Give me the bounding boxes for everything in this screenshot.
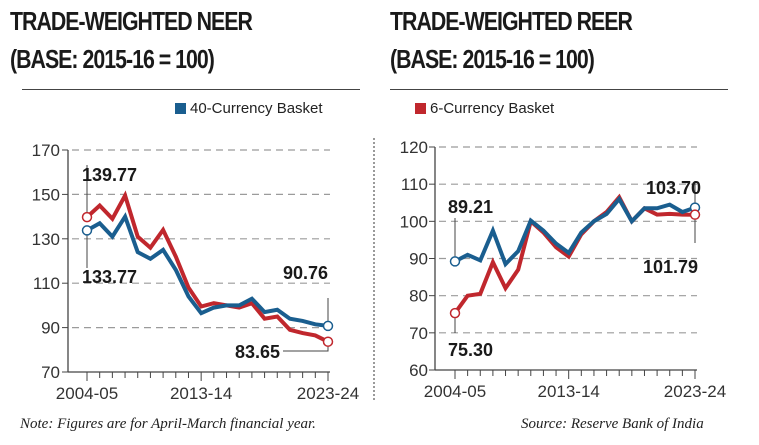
right-chart-title: TRADE-WEIGHTED REER <box>390 6 633 36</box>
neer-chart: 170 150 130 110 90 70 2004-05 2013-14 2023-24 139… <box>32 141 360 403</box>
y-tick-label: 100 <box>400 212 428 231</box>
left-chart-subtitle: (BASE: 2015-16 = 100) <box>10 44 215 74</box>
data-label: 101.79 <box>643 257 698 277</box>
y-tick-label: 170 <box>32 141 60 160</box>
endpoint-marker <box>449 256 461 267</box>
y-tick-label: 150 <box>32 185 60 204</box>
endpoint-marker <box>81 225 93 236</box>
y-tick-label: 90 <box>41 319 60 338</box>
endpoint-marker <box>449 307 461 319</box>
y-tick-label: 70 <box>409 324 428 343</box>
y-tick-label: 90 <box>409 250 428 269</box>
endpoint-marker <box>322 320 334 332</box>
legend-swatch-40-currency <box>175 103 186 114</box>
data-label: 89.21 <box>448 197 493 217</box>
y-tick-label: 80 <box>409 287 428 306</box>
left-title-rule <box>22 89 360 90</box>
series-line-40-currency-basket <box>454 195 696 268</box>
data-label: 83.65 <box>235 342 280 362</box>
left-legend: 40-Currency Basket <box>175 100 323 117</box>
right-chart-subtitle: (BASE: 2015-16 = 100) <box>390 44 595 74</box>
y-tick-label: 130 <box>32 230 60 249</box>
source-note: Source: Reserve Bank of India <box>521 416 704 432</box>
right-legend: 6-Currency Basket <box>415 100 554 117</box>
legend-label-6-currency: 6-Currency Basket <box>430 100 555 117</box>
series-line-6-currency-basket <box>85 190 329 344</box>
left-chart-title: TRADE-WEIGHTED NEER <box>10 6 253 36</box>
y-tick-label: 110 <box>33 274 60 293</box>
data-label: 103.70 <box>646 178 701 198</box>
y-tick-label: 70 <box>41 363 60 382</box>
x-tick-label: 2004-05 <box>424 382 486 401</box>
data-label: 139.77 <box>82 165 137 185</box>
endpoint-marker <box>689 209 701 220</box>
panel-divider <box>373 138 375 400</box>
annotation-leader <box>283 346 329 352</box>
data-label: 75.30 <box>448 340 493 360</box>
y-tick-label: 60 <box>409 361 428 380</box>
reer-chart: 120 110 100 90 80 70 60 2004-05 2013-14 2023-24 89… <box>400 138 727 401</box>
endpoint-marker <box>322 336 334 347</box>
x-tick-label: 2013-14 <box>537 382 599 401</box>
x-tick-label: 2013-14 <box>170 384 232 403</box>
y-tick-label: 110 <box>401 175 428 194</box>
legend-swatch-6-currency <box>415 103 426 114</box>
footnote: Note: Figures are for April-March financ… <box>20 416 316 432</box>
x-tick-label: 2023-24 <box>297 384 359 403</box>
legend-label-40-currency: 40-Currency Basket <box>190 100 323 117</box>
data-label: 133.77 <box>82 267 137 287</box>
right-title-rule <box>390 89 728 90</box>
series-line-40-currency-basket <box>86 212 329 328</box>
data-label: 90.76 <box>283 263 328 283</box>
x-tick-label: 2004-05 <box>56 384 118 403</box>
y-tick-label: 120 <box>400 138 428 157</box>
endpoint-marker <box>81 211 93 223</box>
x-tick-label: 2023-24 <box>664 382 726 401</box>
